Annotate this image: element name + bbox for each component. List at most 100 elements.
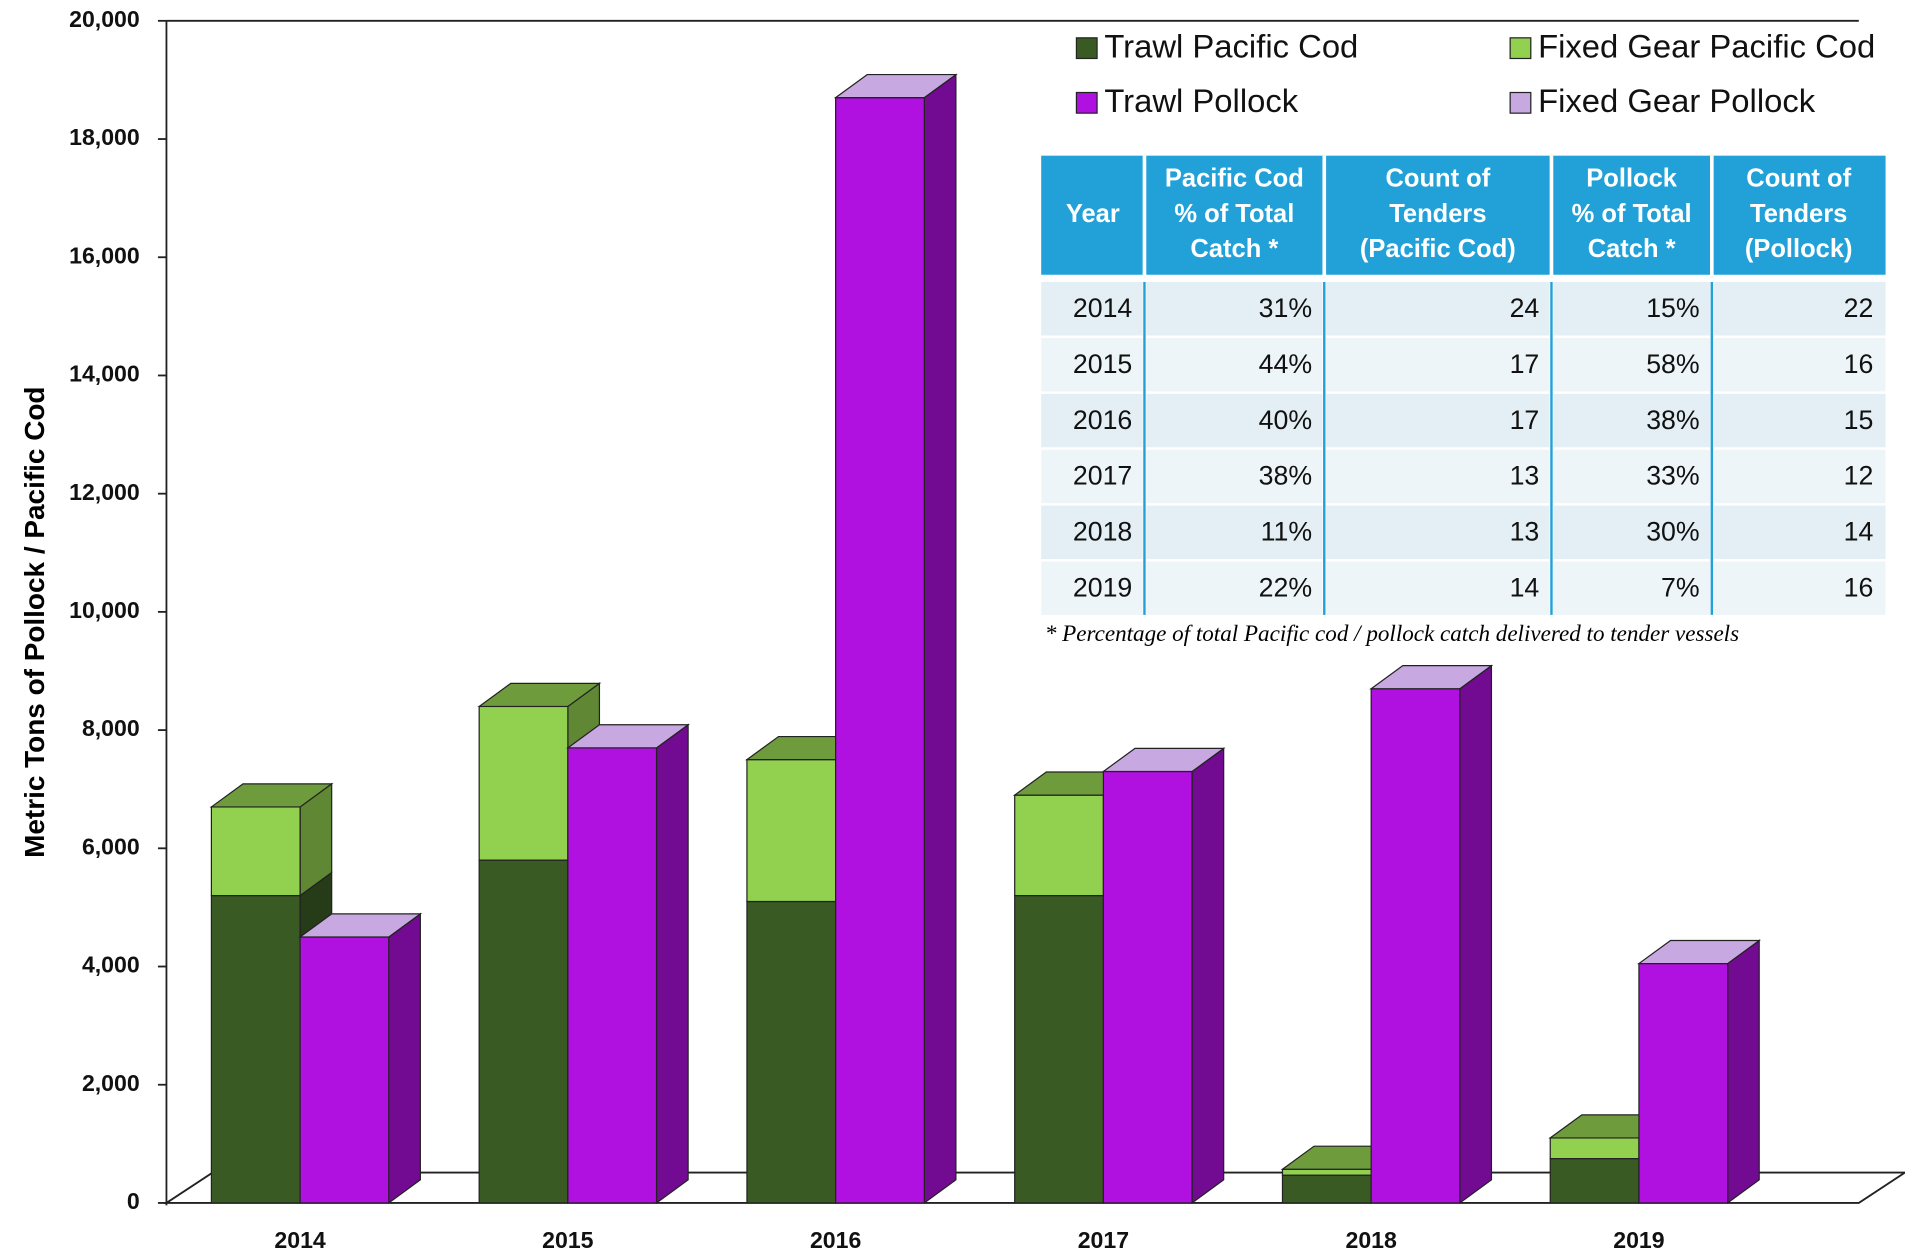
- table-cell: 2017: [1073, 461, 1132, 491]
- legend-label: Fixed Gear Pollock: [1538, 82, 1816, 119]
- table-cell: 12: [1844, 461, 1874, 491]
- y-tick-label: 20,000: [69, 6, 140, 32]
- table-cell: 16: [1844, 349, 1874, 379]
- bar-side: [655, 723, 689, 1205]
- bar: [1549, 1158, 1640, 1204]
- table-cell: 17: [1510, 349, 1540, 379]
- bar-top: [298, 913, 423, 938]
- legend-swatch: [1075, 91, 1098, 114]
- y-tick-label: 10,000: [69, 597, 140, 623]
- table-header: % of Total: [1174, 200, 1294, 228]
- legend: Trawl Pacific Cod Fixed Gear Pacific Cod T…: [1075, 27, 1875, 119]
- y-tick-label: 8,000: [82, 715, 140, 741]
- bar: [1281, 1168, 1372, 1176]
- table-cell: 2018: [1073, 517, 1132, 547]
- table-header: Year: [1066, 200, 1120, 228]
- table-cell: 11%: [1261, 517, 1313, 547]
- table-cell: 14: [1844, 517, 1874, 547]
- bar: [1014, 794, 1105, 897]
- table-cell: 14: [1510, 572, 1540, 602]
- table-header: Pollock: [1586, 165, 1678, 193]
- bar-top: [1637, 939, 1762, 965]
- bar: [746, 759, 837, 903]
- bar: [210, 806, 301, 897]
- bar-top: [1369, 665, 1494, 690]
- table-header: Count of: [1385, 165, 1490, 193]
- legend-swatch: [1509, 37, 1532, 60]
- bar: [567, 747, 658, 1204]
- bar-top: [565, 724, 690, 749]
- table-cell: 30%: [1646, 517, 1699, 547]
- table-row-bg: [1041, 282, 1886, 336]
- table-cell: 58%: [1646, 349, 1699, 379]
- x-tick-label: 2015: [542, 1227, 594, 1253]
- legend-swatch: [1509, 91, 1532, 114]
- table-header-bg: [1041, 155, 1886, 275]
- table-cell: 2014: [1073, 293, 1133, 323]
- table-row-bg: [1041, 449, 1886, 504]
- y-tick-label: 4,000: [82, 952, 140, 978]
- y-tick-label: 18,000: [69, 124, 140, 150]
- table-header: % of Total: [1572, 200, 1692, 228]
- bars: [209, 73, 1762, 1205]
- table-header: (Pollock): [1745, 235, 1853, 263]
- table-cell: 13: [1510, 461, 1540, 491]
- bar: [1549, 1137, 1640, 1160]
- x-tick-label: 2018: [1345, 1227, 1397, 1253]
- bar-side: [388, 912, 421, 1205]
- table-row-bg: [1041, 561, 1886, 615]
- bar-top: [1101, 747, 1226, 773]
- table-cell: 7%: [1661, 572, 1700, 602]
- y-tick-label: 16,000: [69, 242, 140, 268]
- table-cell: 24: [1510, 293, 1540, 323]
- bar-side: [923, 73, 957, 1205]
- table-row-bg: [1041, 393, 1886, 448]
- bar: [478, 705, 569, 861]
- legend-label: Fixed Gear Pacific Cod: [1538, 27, 1875, 64]
- table-cell: 2016: [1073, 405, 1132, 435]
- table-header: Catch *: [1190, 235, 1278, 263]
- legend-swatch: [1075, 37, 1098, 60]
- table-row-bg: [1041, 337, 1886, 392]
- table-cell: 17: [1510, 405, 1540, 435]
- bar-top: [833, 73, 958, 99]
- table-cell: 2019: [1073, 572, 1132, 602]
- table-cell: 15: [1844, 405, 1874, 435]
- bar: [1638, 962, 1729, 1204]
- bar: [746, 900, 837, 1204]
- table: Year Pacific Cod % of Total Catch * Count of…: [1041, 155, 1886, 615]
- table-cell: 31%: [1259, 293, 1312, 323]
- table-cell: 38%: [1259, 461, 1312, 491]
- bar: [299, 936, 390, 1204]
- table-cell: 15%: [1646, 293, 1699, 323]
- table-note: * Percentage of total Pacific cod / poll…: [1045, 620, 1739, 646]
- legend-label: Trawl Pollock: [1104, 82, 1298, 119]
- x-tick-label: 2014: [274, 1227, 326, 1253]
- bar: [478, 859, 569, 1204]
- x-tick-label: 2017: [1078, 1227, 1129, 1253]
- y-tick-label: 14,000: [69, 361, 140, 387]
- bar: [835, 97, 925, 1204]
- bar: [1102, 770, 1193, 1204]
- table-cell: 2015: [1073, 349, 1132, 379]
- bar-top: [477, 682, 602, 708]
- table-cell: 16: [1844, 572, 1874, 602]
- table-cell: 13: [1510, 517, 1540, 547]
- y-tick-label: 12,000: [69, 479, 140, 505]
- y-tick-label: 0: [127, 1188, 140, 1214]
- table-cell: 22%: [1259, 572, 1312, 602]
- table-header: Catch *: [1588, 235, 1676, 263]
- table-cell: 44%: [1259, 349, 1312, 379]
- table-cell: 38%: [1646, 405, 1699, 435]
- bar: [1370, 688, 1461, 1204]
- bar-side: [1727, 939, 1760, 1205]
- bar: [1014, 894, 1105, 1204]
- table-cell: 22: [1844, 293, 1874, 323]
- bar-side: [1459, 664, 1493, 1205]
- table-header: (Pacific Cod): [1360, 235, 1516, 263]
- bar: [210, 894, 301, 1204]
- table-header: Count of: [1746, 165, 1851, 193]
- table-cell: 40%: [1259, 405, 1312, 435]
- bar-top: [209, 783, 334, 808]
